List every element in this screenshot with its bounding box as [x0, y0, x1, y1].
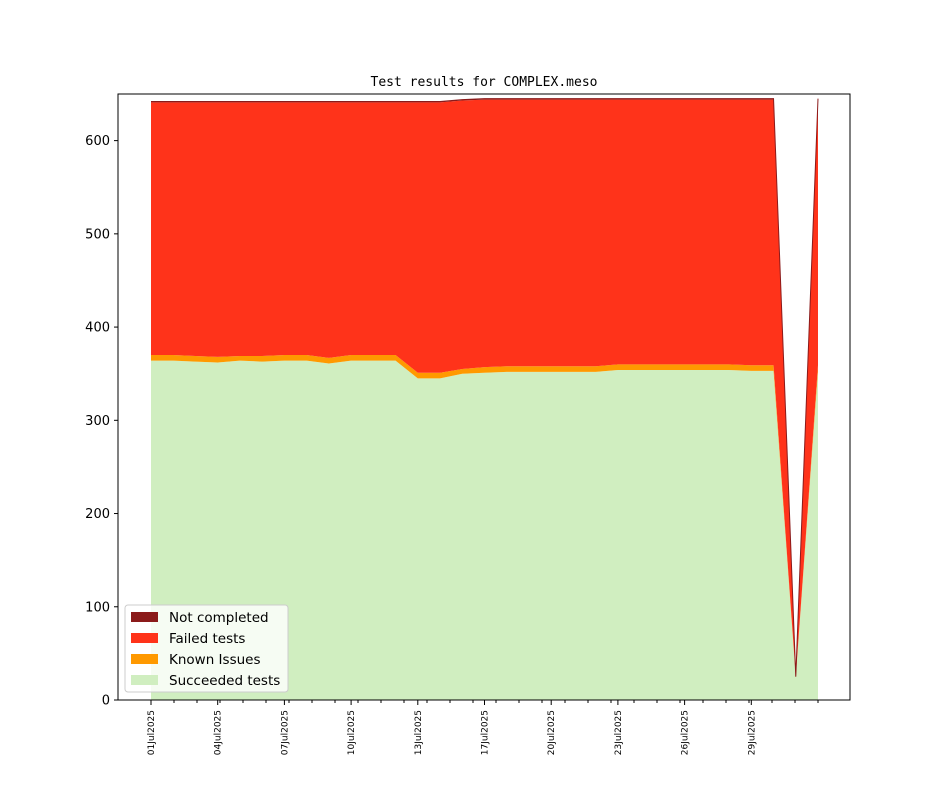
legend-label: Succeeded tests — [169, 673, 280, 689]
legend-label: Not completed — [169, 610, 269, 626]
x-tick-label: 13Jul2025 — [414, 710, 424, 755]
y-tick-label: 600 — [85, 134, 110, 149]
y-tick-label: 500 — [85, 227, 110, 242]
y-axis: 0 100 200 300 400 500 600 — [85, 134, 118, 709]
y-tick-label: 200 — [85, 507, 110, 522]
area-layers — [151, 98, 819, 700]
legend-swatch — [131, 675, 158, 685]
x-tick-label: 04Jul2025 — [214, 710, 224, 755]
x-tick-label: 01Jul2025 — [147, 710, 157, 755]
area-succeeded-tests — [151, 360, 818, 700]
area-failed-tests — [151, 99, 818, 677]
x-axis: 01Jul2025 04Jul2025 07Jul2025 10Jul2025 13Ju… — [147, 700, 819, 755]
x-tick-label: 17Jul2025 — [481, 710, 491, 755]
legend-swatch — [131, 654, 158, 664]
y-tick-label: 100 — [85, 600, 110, 615]
x-tick-label: 29Jul2025 — [747, 710, 757, 755]
legend-label: Known Issues — [169, 652, 261, 668]
y-tick-label: 0 — [102, 694, 110, 709]
x-tick-label: 20Jul2025 — [547, 710, 557, 755]
chart-title: Test results for COMPLEX.meso — [371, 75, 598, 90]
x-tick-label: 23Jul2025 — [614, 710, 624, 755]
legend-swatch — [131, 633, 158, 643]
legend-label: Failed tests — [169, 631, 245, 647]
legend-box — [124, 604, 289, 693]
y-tick-label: 400 — [85, 321, 110, 336]
x-tick-label: 26Jul2025 — [681, 710, 691, 755]
legend: Not completed Failed tests Known Issues Suc… — [124, 604, 289, 693]
y-tick-label: 300 — [85, 414, 110, 429]
stack-top-line — [151, 98, 819, 677]
x-tick-label: 10Jul2025 — [347, 710, 357, 755]
x-tick-label: 07Jul2025 — [280, 710, 290, 755]
legend-swatch — [131, 612, 158, 622]
